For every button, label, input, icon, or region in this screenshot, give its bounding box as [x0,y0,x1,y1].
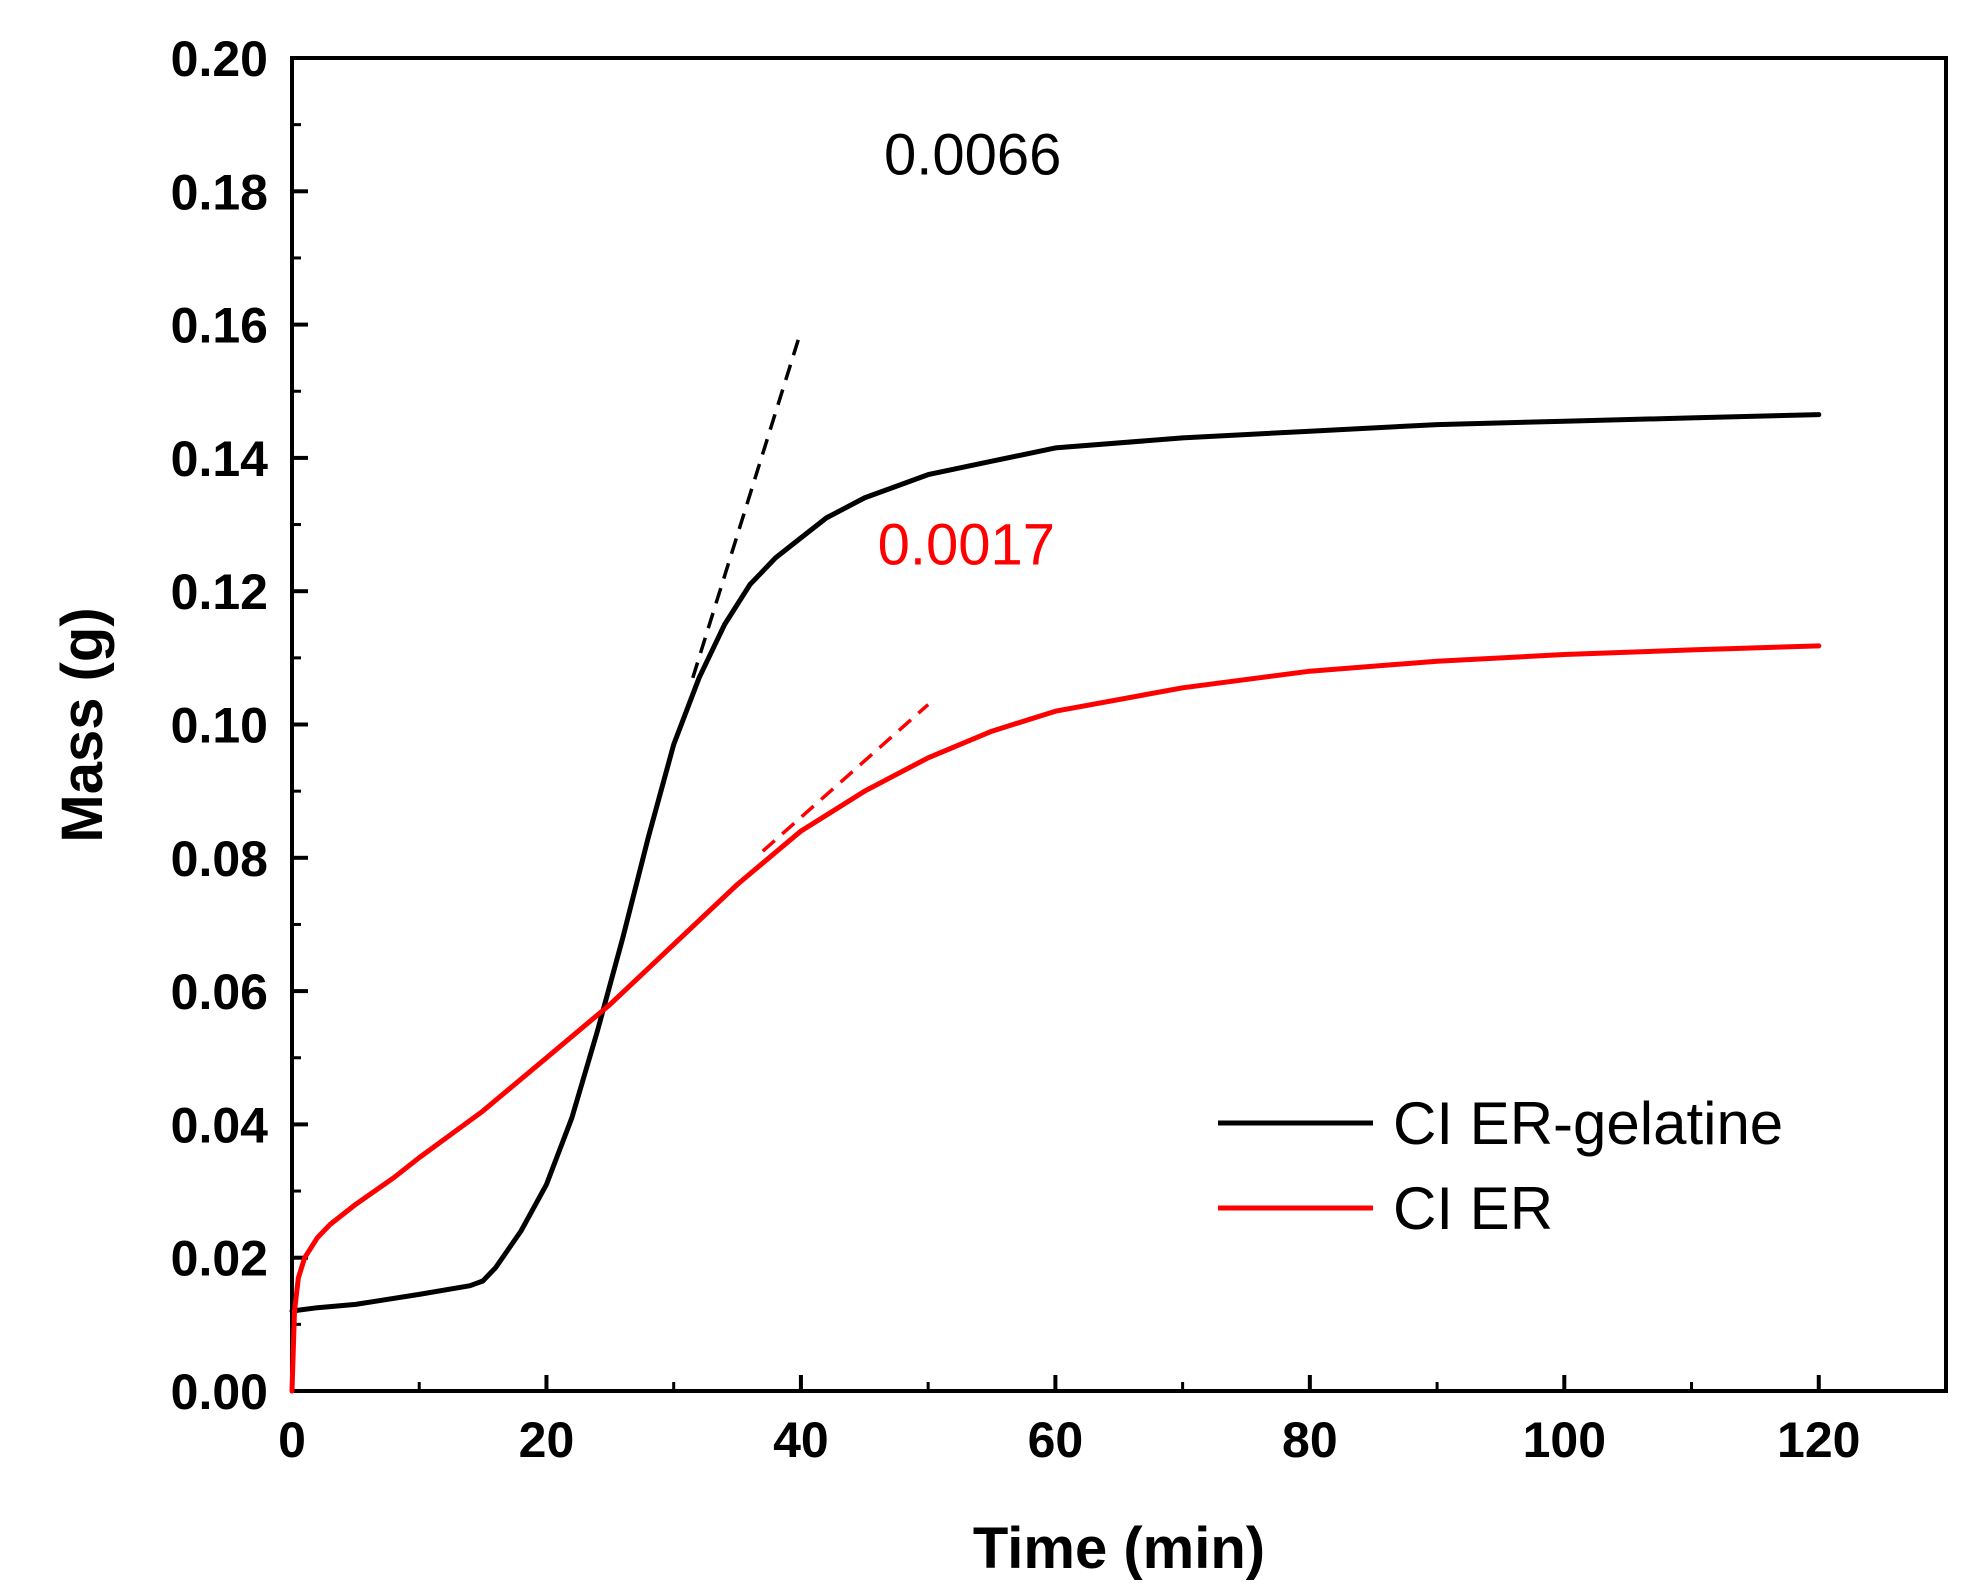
y-tick-label: 0.18 [171,164,268,220]
x-axis-ticks: 0 20 40 60 80 100 120 [278,1375,1860,1468]
y-tick-label: 0.06 [171,964,268,1020]
series-line-ci-er [289,643,1822,1394]
x-tick-label: 80 [1282,1412,1338,1468]
y-tick-label: 0.16 [171,298,268,354]
x-tick-label: 40 [773,1412,829,1468]
y-axis-ticks: 0.00 0.02 0.04 0.06 0.08 0.10 0.12 0.14 0.16 0.18… [171,31,308,1420]
x-axis-label: Time (min) [973,1516,1265,1581]
tangent-line-ci-er [761,703,930,853]
tangent-line-ci-er-gelatine [691,330,803,679]
x-tick-label: 100 [1523,1412,1606,1468]
y-tick-label: 0.04 [171,1097,269,1153]
y-tick-label: 0.20 [171,31,268,87]
y-tick-label: 0.02 [171,1231,268,1287]
legend-label-ci-er-gelatine: CI ER-gelatine [1393,1090,1783,1157]
x-tick-label: 0 [278,1412,306,1468]
y-tick-label: 0.14 [171,431,269,487]
slope-annotation: 0.0066 [884,123,1061,188]
tangent-layer [691,330,930,853]
y-tick-label: 0.00 [171,1364,268,1420]
x-tick-label: 20 [519,1412,575,1468]
series-layer [289,412,1822,1394]
x-tick-label: 120 [1777,1412,1860,1468]
legend: CI ER-gelatine CI ER [1218,1090,1783,1242]
y-tick-label: 0.10 [171,698,268,754]
y-axis-label: Mass (g) [50,607,115,842]
x-tick-label: 60 [1028,1412,1084,1468]
annotation-layer: 0.0066 0.0017 [878,123,1062,578]
y-tick-label: 0.12 [171,564,268,620]
series-line-ci-er-gelatine [289,412,1822,1314]
legend-label-ci-er: CI ER [1393,1175,1553,1242]
y-tick-label: 0.08 [171,831,268,887]
plot-area [290,56,1948,1393]
slope-annotation: 0.0017 [878,513,1055,578]
